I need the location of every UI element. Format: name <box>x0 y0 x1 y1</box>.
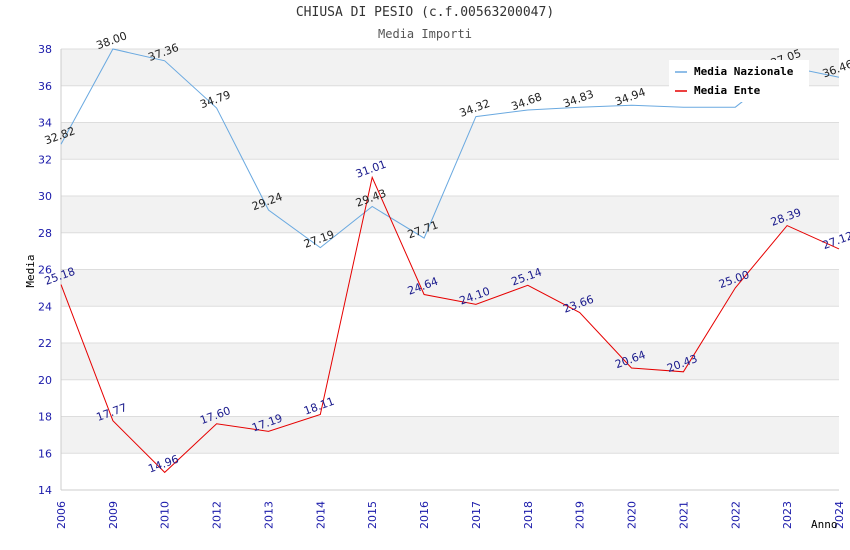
y-tick-label: 16 <box>38 447 52 460</box>
x-tick-label: 2019 <box>574 501 587 529</box>
plot-band <box>61 122 839 160</box>
x-tick-label: 2017 <box>470 501 483 529</box>
x-tick-label: 2020 <box>626 501 639 529</box>
data-label: 34.79 <box>198 88 232 111</box>
x-tick-label: 2015 <box>366 501 379 529</box>
legend-label-ente: Media Ente <box>694 84 761 97</box>
x-tick-label: 2010 <box>159 501 172 529</box>
y-tick-label: 18 <box>38 411 52 424</box>
y-tick-label: 20 <box>38 374 52 387</box>
legend: Media Nazionale Media Ente <box>669 60 809 102</box>
data-label: 31.01 <box>354 158 388 181</box>
x-tick-label: 2012 <box>211 501 224 529</box>
series-line-nazionale <box>60 48 840 249</box>
y-tick-label: 24 <box>38 300 52 313</box>
y-tick-label: 14 <box>38 484 52 497</box>
y-tick-label: 32 <box>38 153 52 166</box>
y-axis-title: Media <box>24 254 37 287</box>
x-tick-label: 2018 <box>522 501 535 529</box>
series-lines <box>60 48 840 474</box>
y-tick-label: 38 <box>38 43 52 56</box>
legend-label-nazionale: Media Nazionale <box>694 65 794 78</box>
x-tick-label: 2021 <box>677 501 690 529</box>
y-tick-label: 26 <box>38 264 52 277</box>
x-tick-label: 2023 <box>781 501 794 529</box>
data-label: 18.11 <box>302 395 336 418</box>
x-tick-label: 2016 <box>418 501 431 529</box>
x-axis-title: Anno <box>811 518 838 531</box>
y-tick-labels: 14 16 18 20 22 24 26 28 30 32 34 36 38 <box>38 43 52 497</box>
y-tick-label: 22 <box>38 337 52 350</box>
y-tick-label: 34 <box>38 117 52 130</box>
plot-band <box>61 196 839 233</box>
x-tick-label: 2013 <box>262 501 275 529</box>
series-line-ente <box>60 175 840 474</box>
y-tick-label: 30 <box>38 190 52 203</box>
plot-band <box>61 416 839 454</box>
chart-subtitle: Media Importi <box>378 27 472 41</box>
x-tick-label: 2006 <box>55 501 68 529</box>
x-tick-label: 2014 <box>314 501 327 529</box>
y-tick-label: 28 <box>38 227 52 240</box>
axes <box>60 49 839 491</box>
x-tick-label: 2022 <box>729 501 742 529</box>
x-tick-labels: 2006 2009 2010 2012 2013 2014 2015 2016 2017 2018… <box>55 501 846 529</box>
x-tick-label: 2024 <box>833 501 846 529</box>
plot-band <box>61 343 839 380</box>
data-label: 14.96 <box>147 453 181 476</box>
plot-band <box>61 269 839 307</box>
plot-background-bands <box>61 49 839 454</box>
y-tick-label: 36 <box>38 80 52 93</box>
x-tick-label: 2009 <box>107 501 120 529</box>
legend-box <box>669 60 809 102</box>
chart-title: CHIUSA DI PESIO (c.f.00563200047) <box>295 5 555 20</box>
data-label: 34.32 <box>458 97 492 120</box>
